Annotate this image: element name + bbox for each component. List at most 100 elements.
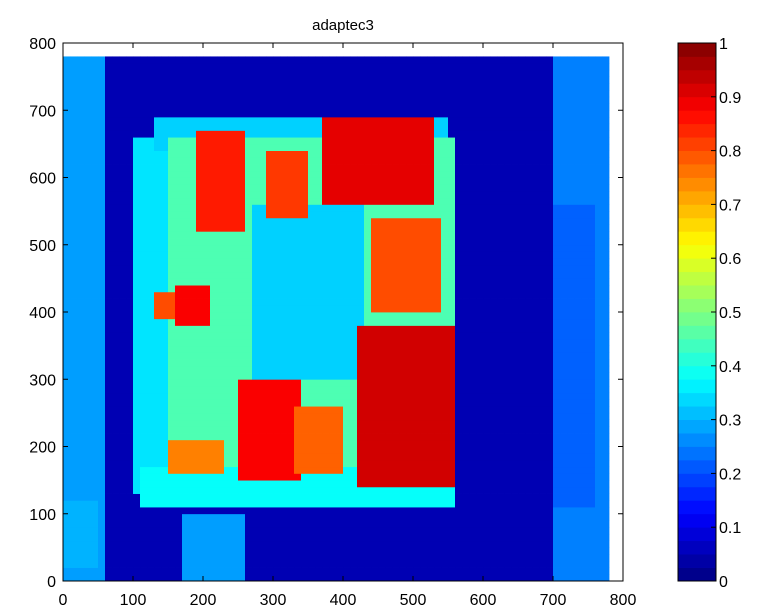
heatmap-cell <box>455 554 463 562</box>
heatmap-cell <box>441 312 449 320</box>
heatmap-cell <box>420 453 428 461</box>
heatmap-cell <box>259 312 267 320</box>
heatmap-cell <box>140 426 148 434</box>
heatmap-cell <box>105 493 113 501</box>
heatmap-cell <box>504 251 512 259</box>
heatmap-cell <box>105 278 113 286</box>
heatmap-cell <box>98 480 106 488</box>
heatmap-cell <box>273 170 281 178</box>
heatmap-cell <box>322 412 330 421</box>
heatmap-cell <box>154 318 162 326</box>
heatmap-cell <box>182 332 190 340</box>
heatmap-cell <box>182 365 190 373</box>
heatmap-cell <box>434 507 442 515</box>
heatmap-cell <box>301 150 309 158</box>
heatmap-cell <box>175 379 183 387</box>
heatmap-cell <box>266 56 274 64</box>
heatmap-cell <box>364 90 372 98</box>
heatmap-cell <box>455 63 463 71</box>
heatmap-cell <box>168 204 176 212</box>
heatmap-cell <box>336 399 344 407</box>
heatmap-cell <box>91 103 99 111</box>
heatmap-cell <box>329 291 337 299</box>
heatmap-cell <box>504 365 512 373</box>
heatmap-cell <box>63 352 71 360</box>
heatmap-cell <box>63 271 71 279</box>
heatmap-cell <box>182 473 190 481</box>
heatmap-cell <box>483 493 491 501</box>
heatmap-cell <box>238 433 246 441</box>
heatmap-cell <box>217 83 225 91</box>
heatmap-cell <box>294 412 302 421</box>
heatmap-cell <box>308 217 316 225</box>
heatmap-cell <box>462 211 470 219</box>
heatmap-cell <box>259 116 267 125</box>
heatmap-cell <box>217 574 225 581</box>
heatmap-cell <box>371 325 379 333</box>
heatmap-cell <box>210 412 218 421</box>
heatmap-cell <box>497 197 505 205</box>
heatmap-cell <box>161 446 169 454</box>
heatmap-cell <box>259 446 267 454</box>
heatmap-cell <box>112 157 120 165</box>
heatmap-cell <box>315 90 323 98</box>
heatmap-cell <box>336 130 344 138</box>
heatmap-cell <box>84 238 92 246</box>
heatmap-cell <box>119 365 127 373</box>
heatmap-cell <box>392 217 400 225</box>
heatmap-cell <box>70 211 78 219</box>
heatmap-cell <box>98 325 106 333</box>
heatmap-cell <box>203 258 211 266</box>
heatmap-cell <box>189 298 197 306</box>
heatmap-cell <box>154 500 162 508</box>
heatmap-cell <box>427 547 435 555</box>
heatmap-cell <box>434 433 442 441</box>
heatmap-cell <box>161 453 169 461</box>
heatmap-cell <box>413 264 421 273</box>
heatmap-cell <box>427 271 435 279</box>
heatmap-cell <box>161 110 169 118</box>
heatmap-cell <box>231 137 239 145</box>
heatmap-cell <box>490 419 498 427</box>
heatmap-cell <box>238 217 246 225</box>
heatmap-cell <box>266 419 274 427</box>
heatmap-cell <box>98 332 106 340</box>
heatmap-cell <box>196 480 204 488</box>
heatmap-cell <box>154 298 162 306</box>
heatmap-cell <box>427 244 435 252</box>
heatmap-cell <box>455 419 463 427</box>
heatmap-cell <box>245 567 253 575</box>
heatmap-cell <box>84 211 92 219</box>
heatmap-cell <box>448 574 456 581</box>
heatmap-cell <box>413 453 421 461</box>
heatmap-cell <box>476 352 484 360</box>
heatmap-cell <box>469 412 477 421</box>
heatmap-cell <box>364 204 372 212</box>
heatmap-cell <box>189 412 197 421</box>
heatmap-cell <box>280 325 288 333</box>
heatmap-cell <box>483 137 491 145</box>
heatmap-cell <box>77 197 85 205</box>
heatmap-cell <box>77 258 85 266</box>
heatmap-cell <box>385 345 393 353</box>
heatmap-cell <box>168 359 176 367</box>
heatmap-cell <box>483 352 491 360</box>
heatmap-cell <box>294 204 302 212</box>
heatmap-cell <box>84 291 92 299</box>
heatmap-cell <box>497 123 505 131</box>
heatmap-cell <box>287 439 295 447</box>
heatmap-cell <box>315 520 323 528</box>
heatmap-cell <box>133 385 141 394</box>
heatmap-cell <box>350 486 358 494</box>
heatmap-cell <box>63 385 71 394</box>
heatmap-cell <box>84 285 92 293</box>
heatmap-cell <box>497 103 505 111</box>
heatmap-cell <box>126 264 134 273</box>
heatmap-cell <box>182 500 190 508</box>
heatmap-cell <box>91 184 99 192</box>
heatmap-cell <box>84 110 92 118</box>
heatmap-cell <box>154 513 162 521</box>
heatmap-cell <box>231 184 239 192</box>
heatmap-cell <box>294 399 302 407</box>
heatmap-cell <box>133 63 141 71</box>
